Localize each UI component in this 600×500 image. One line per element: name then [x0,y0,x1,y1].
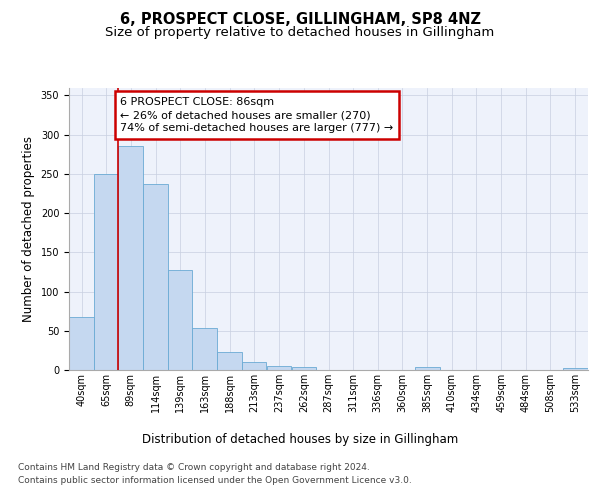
Bar [193,328,217,370]
Text: 6 PROSPECT CLOSE: 86sqm
← 26% of detached houses are smaller (270)
74% of semi-d: 6 PROSPECT CLOSE: 86sqm ← 26% of detache… [120,97,394,134]
Bar [69,316,94,370]
Text: Contains HM Land Registry data © Crown copyright and database right 2024.: Contains HM Land Registry data © Crown c… [18,462,370,471]
Bar [292,367,316,370]
Bar [169,270,192,370]
Bar [415,367,440,370]
Y-axis label: Number of detached properties: Number of detached properties [22,136,35,322]
Text: Contains public sector information licensed under the Open Government Licence v3: Contains public sector information licen… [18,476,412,485]
Bar [563,368,588,370]
Bar [143,184,168,370]
Bar [94,174,118,370]
Bar [217,352,242,370]
Bar [266,366,291,370]
Text: Size of property relative to detached houses in Gillingham: Size of property relative to detached ho… [106,26,494,39]
Bar [118,146,143,370]
Text: 6, PROSPECT CLOSE, GILLINGHAM, SP8 4NZ: 6, PROSPECT CLOSE, GILLINGHAM, SP8 4NZ [119,12,481,28]
Text: Distribution of detached houses by size in Gillingham: Distribution of detached houses by size … [142,432,458,446]
Bar [242,362,266,370]
